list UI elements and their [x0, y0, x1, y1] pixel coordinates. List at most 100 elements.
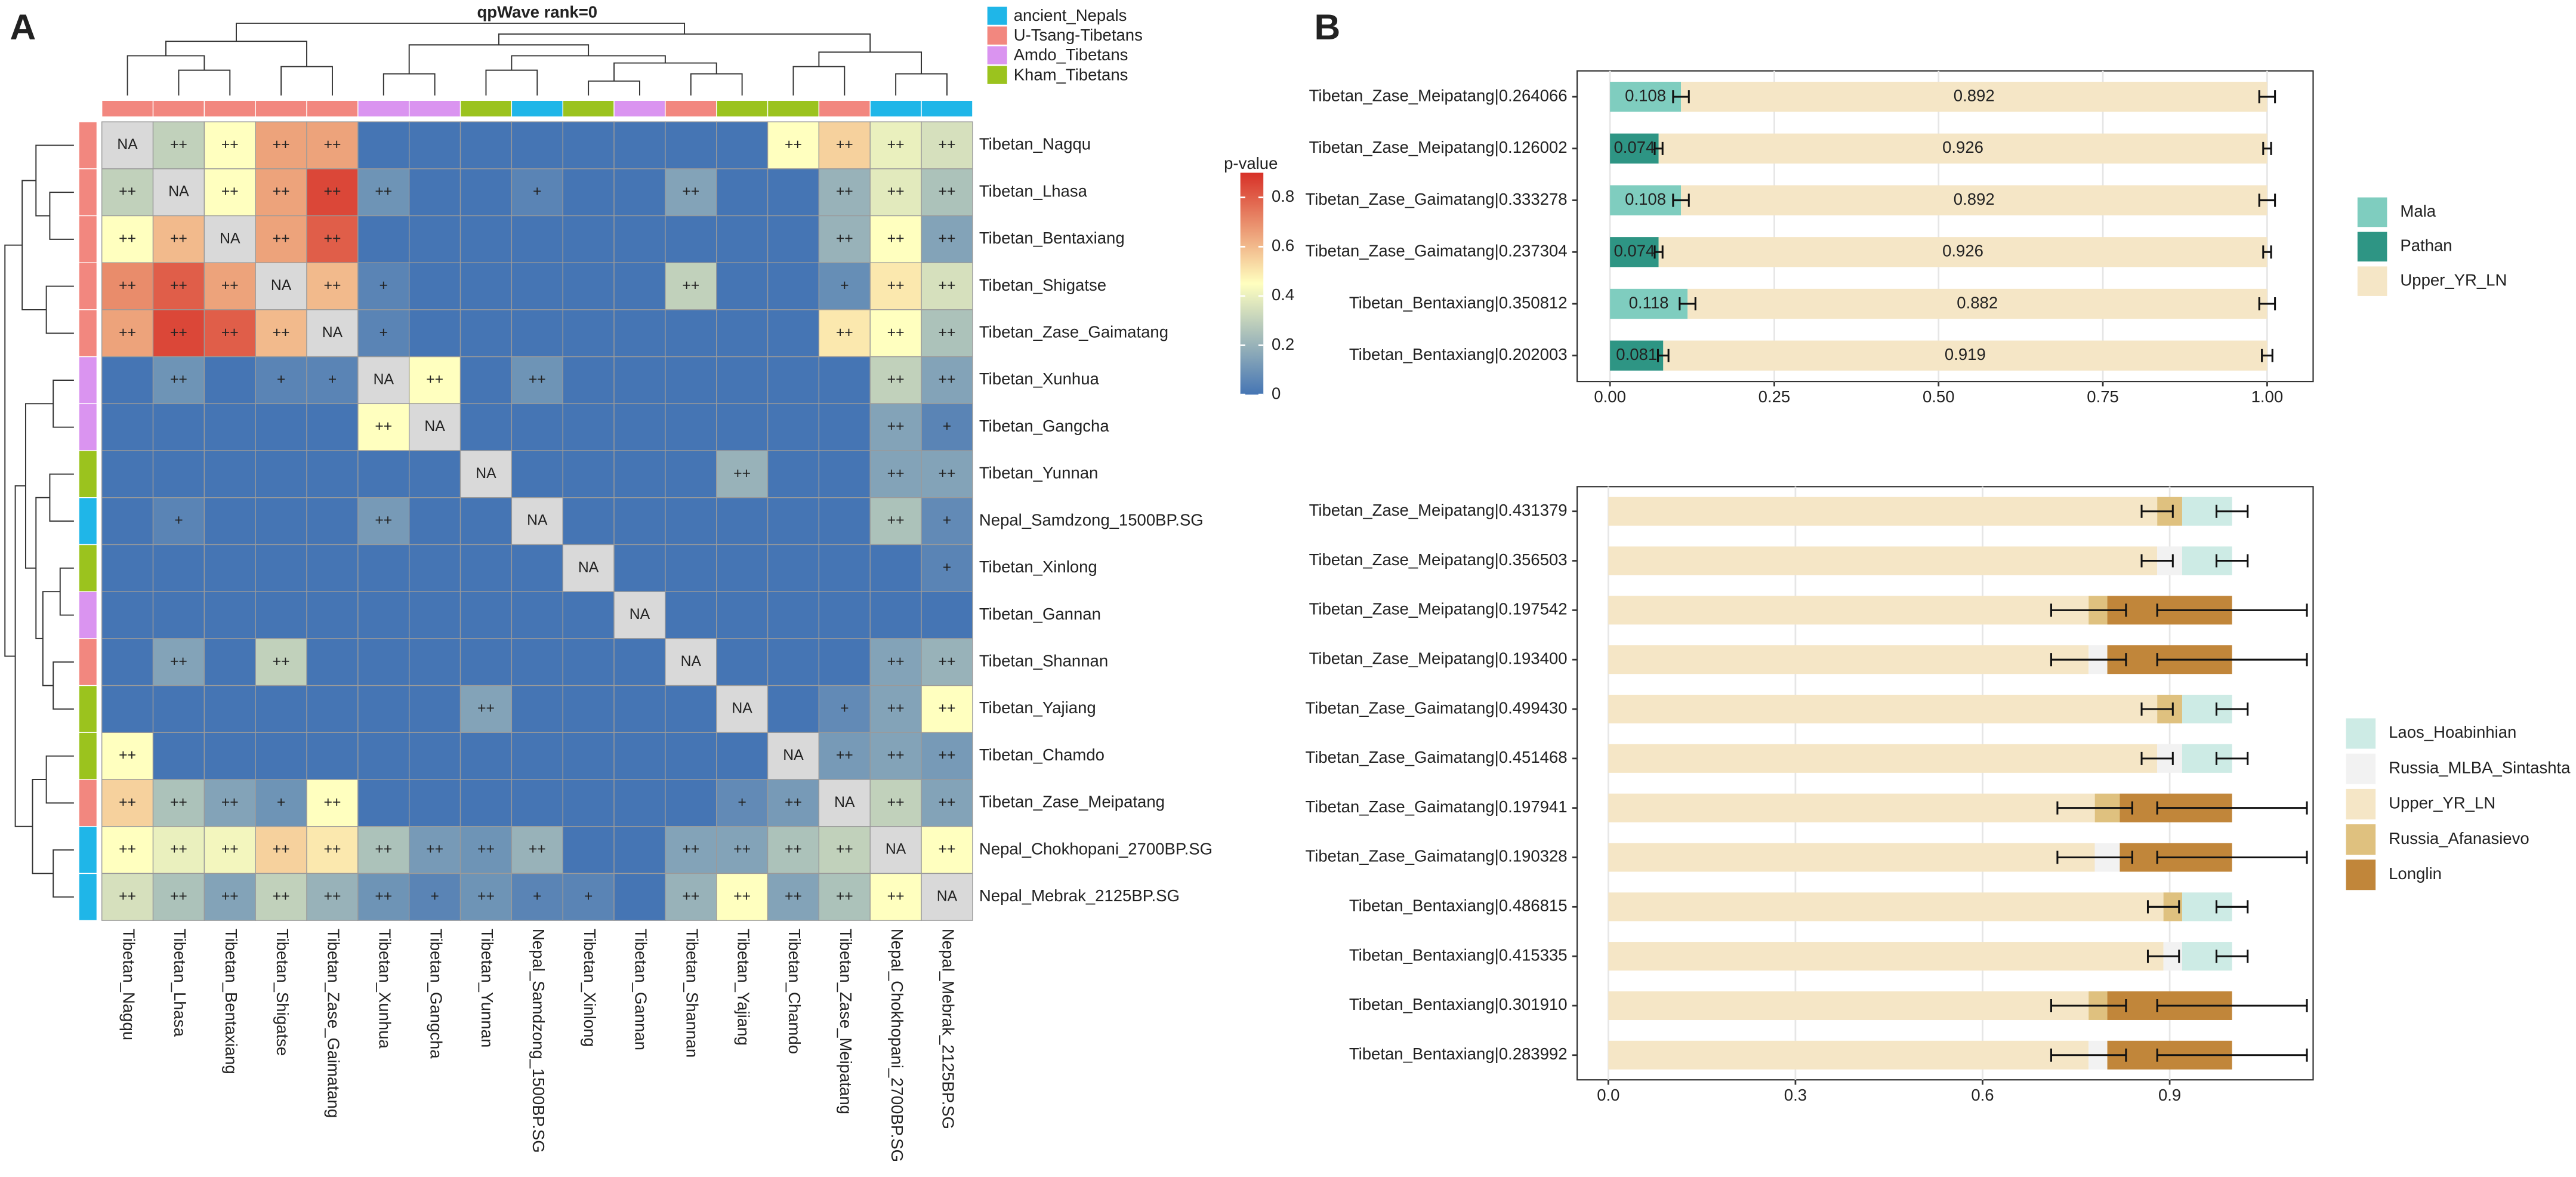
column-label: Nepal_Samdzong_1500BP.SG: [529, 929, 548, 1153]
error-bar: [2215, 950, 2249, 963]
bar-segment: [1608, 497, 2158, 526]
dendrogram: [24, 403, 54, 569]
cell-label: ++: [887, 513, 905, 529]
cell-label: ++: [733, 466, 751, 482]
heatmap-cell: [665, 403, 717, 451]
error-bar: [1672, 90, 1690, 104]
heatmap-cell: [357, 591, 410, 639]
cell-label: ++: [939, 137, 956, 153]
column-label: Tibetan_Yajiang: [734, 929, 752, 1046]
heatmap-cell: [255, 309, 307, 358]
bar-segment: [1608, 991, 2089, 1020]
heatmap-cell: [767, 638, 820, 686]
cell-label: ++: [836, 888, 853, 904]
heatmap-cell: [101, 168, 154, 217]
error-bar: [1653, 245, 1664, 259]
bar-segment: [1658, 133, 2268, 164]
heatmap-cell: [459, 309, 513, 358]
cell-label: +: [533, 888, 541, 904]
heatmap-cell: [203, 544, 256, 592]
heatmap-cell: [255, 732, 307, 780]
heatmap-cell: [511, 591, 563, 639]
dendrogram: [382, 73, 436, 96]
legend-label: Russia_MLBA_Sintashta: [2389, 758, 2571, 777]
cell-label: +: [943, 513, 951, 529]
cell-label: ++: [323, 794, 341, 811]
error-bar: [2258, 297, 2276, 311]
error-bar: [2050, 603, 2127, 617]
bar-segment: [1608, 843, 2095, 872]
error-bar: [2156, 801, 2308, 815]
heatmap-cell: [357, 779, 410, 827]
cell-label: +: [328, 372, 337, 388]
cell-label: NA: [578, 559, 599, 575]
group-annotation: [152, 100, 205, 118]
legend-swatch: [987, 46, 1007, 64]
value-label: 0.919: [1945, 345, 1986, 363]
error-bar: [2146, 900, 2180, 914]
bar-segment: [1608, 892, 2164, 922]
row-label: Tibetan_Chamdo: [979, 745, 1105, 764]
error-bar: [2140, 554, 2174, 568]
heatmap-cell: [921, 497, 973, 546]
group-annotation: [78, 826, 98, 874]
na-cell: [101, 121, 154, 170]
heatmap-cell: [152, 403, 205, 451]
cell-label: ++: [375, 888, 392, 904]
dendrogram: [49, 192, 74, 240]
legend-label: Upper_YR_LN: [2389, 794, 2495, 812]
cell-label: ++: [836, 747, 853, 763]
heatmap-cell: [203, 450, 256, 498]
cell-label: ++: [733, 842, 751, 858]
row-label: Tibetan_Gangcha: [979, 417, 1109, 435]
heatmap-cell: [767, 497, 820, 546]
cell-label: ++: [939, 372, 956, 388]
heatmap-cell: [255, 403, 307, 451]
group-annotation: [409, 100, 461, 118]
na-cell: [203, 215, 256, 263]
heatmap-cell: [767, 873, 820, 921]
heatmap-cell: [869, 356, 922, 405]
legend-swatch: [2346, 753, 2376, 784]
y-tick-label: Tibetan_Bentaxiang|0.301910: [1349, 995, 1568, 1013]
heatmap-cell: [511, 826, 563, 874]
heatmap-cell: [665, 685, 717, 733]
group-annotation: [78, 356, 98, 405]
y-tick-label: Tibetan_Zase_Gaimatang|0.237304: [1305, 242, 1567, 260]
cell-label: ++: [375, 513, 392, 529]
heatmap-cell: [409, 168, 461, 217]
heatmap-cell: [255, 356, 307, 405]
heatmap-cell: [152, 121, 205, 170]
cell-label: +: [840, 278, 849, 294]
cell-label: ++: [939, 230, 956, 247]
bar-segment: [1610, 288, 1688, 319]
bar-segment: [1663, 340, 2268, 371]
cell-label: ++: [887, 888, 905, 904]
heatmap-cell: [665, 497, 717, 546]
y-tick-label: Tibetan_Bentaxiang|0.415335: [1349, 945, 1568, 964]
cell-label: NA: [168, 184, 189, 200]
cell-label: ++: [939, 466, 956, 482]
heatmap-cell: [613, 215, 666, 263]
heatmap-cell: [101, 685, 154, 733]
heatmap-cell: [869, 544, 922, 592]
cell-label: ++: [323, 137, 341, 153]
heatmap-cell: [562, 450, 615, 498]
cell-label: ++: [323, 888, 341, 904]
bar-segment: [1608, 546, 2158, 575]
y-tick-label: Tibetan_Bentaxiang|0.350812: [1349, 293, 1568, 312]
row-label: Tibetan_Yajiang: [979, 698, 1096, 717]
group-annotation: [78, 638, 98, 686]
group-annotation: [459, 100, 513, 118]
x-tick-label: 0.00: [1594, 387, 1626, 406]
cell-label: ++: [119, 278, 136, 294]
heatmap-cell: [921, 356, 973, 405]
cell-label: ++: [273, 184, 290, 200]
heatmap-cell: [306, 732, 359, 780]
heatmap-cell: [152, 685, 205, 733]
column-label: Tibetan_Shigatse: [273, 929, 292, 1056]
error-bar: [2258, 90, 2276, 104]
heatmap-cell: [357, 403, 410, 451]
heatmap-cell: [152, 873, 205, 921]
